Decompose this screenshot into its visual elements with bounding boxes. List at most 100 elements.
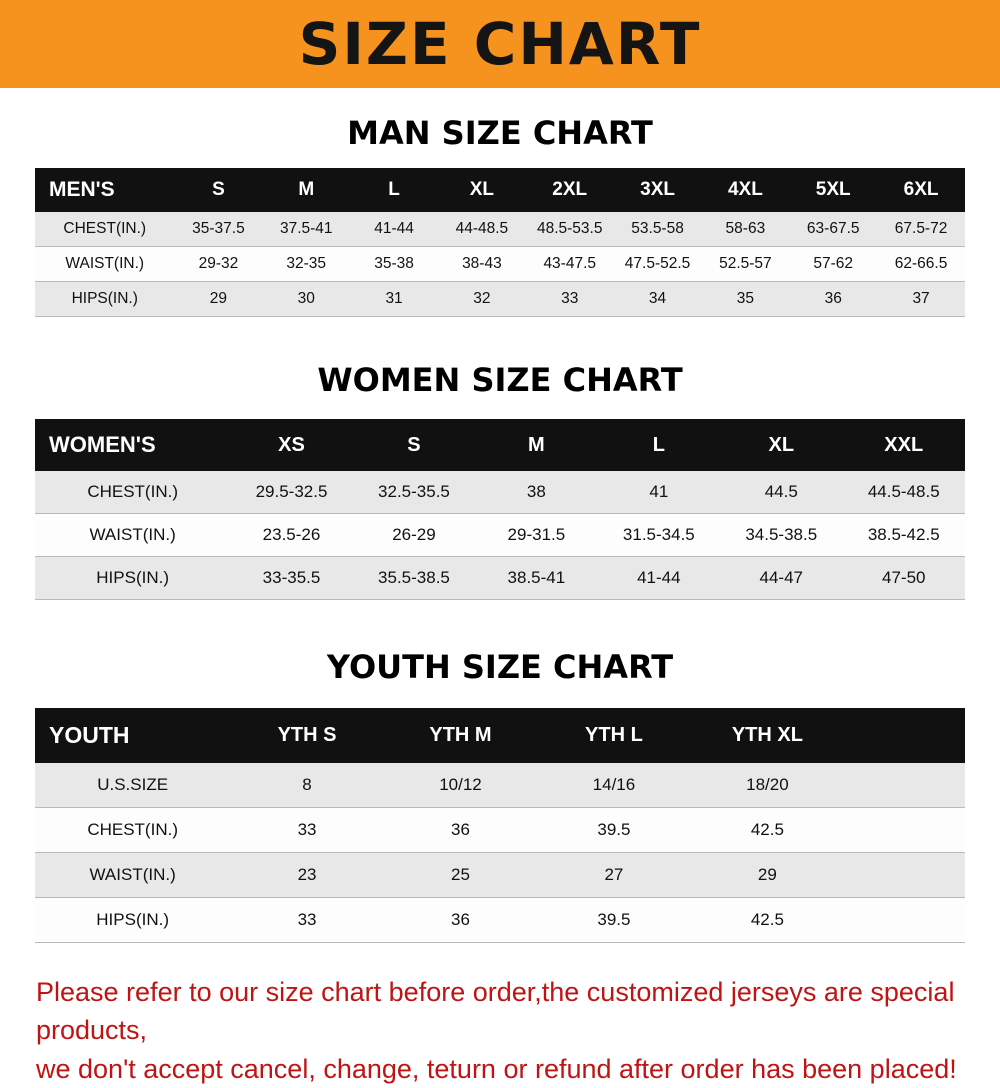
size-value-cell: 32-35 xyxy=(262,246,351,282)
size-value-cell: 37.5-41 xyxy=(262,212,351,247)
size-value-cell: 33 xyxy=(525,281,614,317)
row-label: HIPS(IN.) xyxy=(35,281,175,317)
size-value-cell: 23.5-26 xyxy=(230,513,353,557)
size-column-header: XXL xyxy=(842,419,965,471)
size-column-header: YTH S xyxy=(230,708,384,763)
size-column-header: 4XL xyxy=(701,168,790,212)
size-column-header: YTH XL xyxy=(690,708,845,763)
size-value-cell: 63-67.5 xyxy=(789,212,878,247)
women-size-section: WOMEN SIZE CHART WOMEN'S XS S M L XL XXL CHEST(… xyxy=(0,361,1000,600)
size-column-header: 3XL xyxy=(613,168,702,212)
size-column-header: M xyxy=(475,419,598,471)
size-value-cell: 10/12 xyxy=(383,763,538,808)
table-row: WAIST(IN.) 23 25 27 29 xyxy=(35,852,965,898)
size-value-cell: 38.5-42.5 xyxy=(842,513,965,557)
size-column-header: M xyxy=(262,168,351,212)
size-value-cell: 47-50 xyxy=(842,556,965,600)
size-value-cell: 27 xyxy=(537,852,691,898)
size-column-header: XL xyxy=(437,168,526,212)
table-row: CHEST(IN.) 35-37.5 37.5-41 41-44 44-48.5 48.5… xyxy=(35,212,965,247)
size-value-cell: 26-29 xyxy=(352,513,476,557)
table-header-row: YOUTH YTH S YTH M YTH L YTH XL xyxy=(35,708,965,763)
men-size-table: MEN'S S M L XL 2XL 3XL 4XL 5XL 6XL CHEST(IN.) 35-37… xyxy=(35,168,965,317)
banner: SIZE CHART xyxy=(0,0,1000,88)
size-value-cell: 35 xyxy=(701,281,790,317)
row-label: CHEST(IN.) xyxy=(35,471,231,514)
size-value-cell: 32 xyxy=(437,281,526,317)
table-row: U.S.SIZE 8 10/12 14/16 18/20 xyxy=(35,763,965,808)
table-header-label: MEN'S xyxy=(35,168,175,212)
size-value-cell: 44.5 xyxy=(720,471,843,514)
filler-column xyxy=(844,708,965,763)
table-row: HIPS(IN.) 33 36 39.5 42.5 xyxy=(35,897,965,943)
size-value-cell: 35-38 xyxy=(350,246,438,282)
man-size-heading: MAN SIZE CHART xyxy=(347,114,653,152)
size-value-cell: 39.5 xyxy=(537,897,691,943)
row-label: U.S.SIZE xyxy=(35,763,231,808)
table-row: WAIST(IN.) 29-32 32-35 35-38 38-43 43-47.5 47.… xyxy=(35,246,965,282)
size-value-cell: 31.5-34.5 xyxy=(597,513,721,557)
size-column-header: S xyxy=(352,419,476,471)
size-value-cell: 29.5-32.5 xyxy=(230,471,353,514)
man-size-section: MAN SIZE CHART MEN'S S M L XL 2XL 3XL 4XL 5XL 6XL… xyxy=(0,114,1000,317)
filler-cell xyxy=(844,763,965,808)
footer-note-line-2: we don't accept cancel, change, teturn o… xyxy=(36,1053,957,1084)
size-value-cell: 29-31.5 xyxy=(475,513,598,557)
size-column-header: YTH M xyxy=(383,708,538,763)
size-value-cell: 53.5-58 xyxy=(613,212,702,247)
table-row: HIPS(IN.) 33-35.5 35.5-38.5 38.5-41 41-44 44-… xyxy=(35,556,965,600)
size-value-cell: 29-32 xyxy=(174,246,263,282)
size-value-cell: 42.5 xyxy=(690,897,845,943)
size-value-cell: 42.5 xyxy=(690,807,845,853)
size-value-cell: 18/20 xyxy=(690,763,845,808)
table-header-row: WOMEN'S XS S M L XL XXL xyxy=(35,419,965,471)
size-value-cell: 25 xyxy=(383,852,538,898)
filler-cell xyxy=(844,852,965,898)
size-value-cell: 62-66.5 xyxy=(877,246,965,282)
size-value-cell: 35.5-38.5 xyxy=(352,556,476,600)
youth-size-heading: YOUTH SIZE CHART xyxy=(326,648,674,686)
size-value-cell: 23 xyxy=(230,852,384,898)
table-row: CHEST(IN.) 29.5-32.5 32.5-35.5 38 41 44.5 44.5… xyxy=(35,471,965,514)
size-value-cell: 30 xyxy=(262,281,351,317)
size-value-cell: 34.5-38.5 xyxy=(720,513,843,557)
size-value-cell: 35-37.5 xyxy=(174,212,263,247)
table-header-label: YOUTH xyxy=(35,708,231,763)
size-value-cell: 14/16 xyxy=(537,763,691,808)
size-value-cell: 32.5-35.5 xyxy=(352,471,476,514)
row-label: WAIST(IN.) xyxy=(35,513,231,557)
size-column-header: L xyxy=(350,168,438,212)
filler-cell xyxy=(844,807,965,853)
size-value-cell: 67.5-72 xyxy=(877,212,965,247)
size-value-cell: 52.5-57 xyxy=(701,246,790,282)
row-label: WAIST(IN.) xyxy=(35,852,231,898)
size-value-cell: 41-44 xyxy=(597,556,721,600)
size-value-cell: 37 xyxy=(877,281,965,317)
page-title: SIZE CHART xyxy=(298,10,702,78)
size-column-header: XL xyxy=(720,419,843,471)
table-row: WAIST(IN.) 23.5-26 26-29 29-31.5 31.5-34.5 34… xyxy=(35,513,965,557)
size-value-cell: 29 xyxy=(690,852,845,898)
size-value-cell: 38-43 xyxy=(437,246,526,282)
size-value-cell: 8 xyxy=(230,763,384,808)
size-value-cell: 41-44 xyxy=(350,212,438,247)
row-label: CHEST(IN.) xyxy=(35,807,231,853)
size-value-cell: 47.5-52.5 xyxy=(613,246,702,282)
size-value-cell: 57-62 xyxy=(789,246,878,282)
size-value-cell: 48.5-53.5 xyxy=(525,212,614,247)
table-header-row: MEN'S S M L XL 2XL 3XL 4XL 5XL 6XL xyxy=(35,168,965,212)
size-value-cell: 31 xyxy=(350,281,438,317)
footer-note: Please refer to our size chart before or… xyxy=(36,973,980,1088)
size-value-cell: 36 xyxy=(383,807,538,853)
youth-size-table: YOUTH YTH S YTH M YTH L YTH XL U.S.SIZE 8 10/12… xyxy=(35,708,965,943)
size-column-header: 6XL xyxy=(877,168,965,212)
women-size-table: WOMEN'S XS S M L XL XXL CHEST(IN.) 29.5-32.5 32.5… xyxy=(35,419,965,600)
size-value-cell: 38 xyxy=(475,471,598,514)
size-value-cell: 38.5-41 xyxy=(475,556,598,600)
size-value-cell: 33 xyxy=(230,807,384,853)
filler-cell xyxy=(844,897,965,943)
size-value-cell: 33 xyxy=(230,897,384,943)
size-value-cell: 44-47 xyxy=(720,556,843,600)
youth-size-section: YOUTH SIZE CHART YOUTH YTH S YTH M YTH L YTH… xyxy=(0,648,1000,943)
size-column-header: 5XL xyxy=(789,168,878,212)
